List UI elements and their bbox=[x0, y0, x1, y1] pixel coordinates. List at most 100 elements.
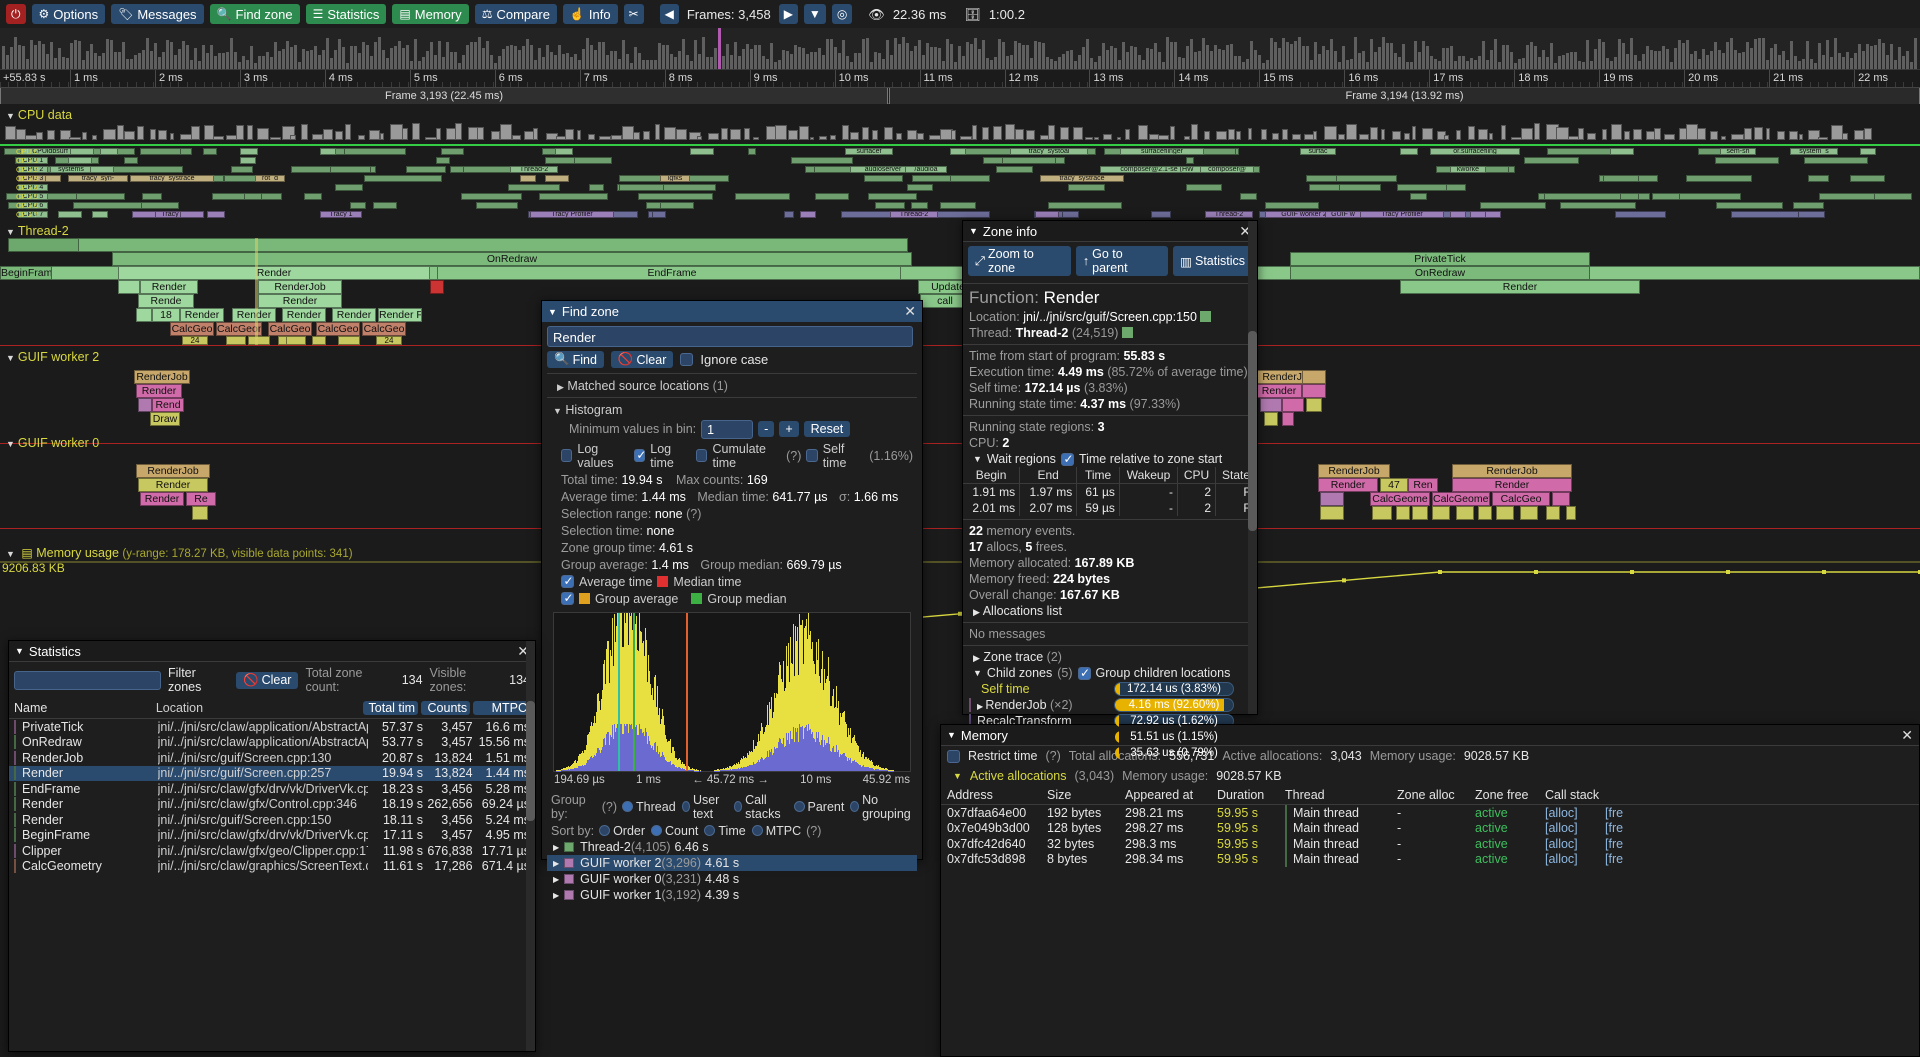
cpu-usage-bar[interactable] bbox=[896, 133, 902, 140]
cpu-segment[interactable] bbox=[867, 193, 917, 200]
frame-band[interactable]: Frame 3,193 (22.45 ms) Frame 3,194 (13.92… bbox=[0, 88, 1920, 104]
frame-bar[interactable] bbox=[322, 50, 325, 69]
frame-bar[interactable] bbox=[142, 49, 145, 69]
frame-bar[interactable] bbox=[342, 47, 345, 69]
find-zone-button[interactable]: 🔍 Find zone bbox=[209, 4, 300, 24]
frame-bar[interactable] bbox=[1718, 50, 1721, 69]
cpu-usage-bar[interactable] bbox=[798, 126, 809, 140]
frame-bar[interactable] bbox=[1242, 61, 1245, 69]
frame-bar[interactable] bbox=[1794, 55, 1797, 69]
frame-bar[interactable] bbox=[58, 47, 61, 69]
frame-bar[interactable] bbox=[918, 39, 921, 69]
cpu-usage-bar[interactable] bbox=[1754, 126, 1763, 140]
frame-bar[interactable] bbox=[302, 48, 305, 69]
frame-bar[interactable] bbox=[1894, 60, 1897, 69]
cpu-segment[interactable] bbox=[637, 193, 713, 200]
frame-bar[interactable] bbox=[1886, 54, 1889, 69]
frame-bar[interactable] bbox=[1722, 52, 1725, 69]
frame-bar[interactable] bbox=[1382, 37, 1385, 69]
frame-bar[interactable] bbox=[1866, 43, 1869, 69]
cpu-usage-bar[interactable] bbox=[809, 136, 814, 140]
frame-bar[interactable] bbox=[1190, 38, 1193, 69]
frame-bar[interactable] bbox=[654, 59, 657, 69]
frame-bar[interactable] bbox=[1762, 37, 1765, 69]
statistics-titlebar[interactable]: ▼ Statistics ✕ bbox=[9, 641, 535, 662]
timeline-zone[interactable]: CalcGeome bbox=[1370, 492, 1430, 506]
frame-bar[interactable] bbox=[1502, 44, 1505, 69]
frame-bar[interactable] bbox=[1618, 39, 1621, 69]
cpu-usage-bar[interactable] bbox=[1556, 126, 1569, 140]
frame-bar[interactable] bbox=[1622, 42, 1625, 69]
cpu-usage-bar[interactable] bbox=[236, 124, 244, 140]
cpu-segment[interactable] bbox=[1792, 202, 1825, 209]
frame-bar[interactable] bbox=[874, 52, 877, 69]
frame-bar[interactable] bbox=[1394, 53, 1397, 69]
group-by-radio-thread[interactable] bbox=[622, 801, 634, 812]
cpu-zone[interactable]: system_s bbox=[1790, 148, 1838, 155]
reset-button[interactable]: Reset bbox=[803, 421, 851, 437]
timeline-zone[interactable] bbox=[1320, 506, 1344, 520]
frame-bar[interactable] bbox=[1734, 50, 1737, 69]
timeline-zone[interactable] bbox=[1302, 384, 1326, 398]
info-button[interactable]: ☝ Info bbox=[562, 4, 618, 24]
frame-bar[interactable] bbox=[990, 59, 993, 69]
cpu-usage-bar[interactable] bbox=[1455, 129, 1461, 140]
frame-bar[interactable] bbox=[1654, 51, 1657, 69]
cpu-usage-bar[interactable] bbox=[225, 135, 237, 140]
cpu-usage-bar[interactable] bbox=[1818, 136, 1828, 140]
memory-titlebar[interactable]: ▼ Memory ✕ bbox=[941, 725, 1919, 746]
cpu-zone[interactable]: GUIF w bbox=[1325, 211, 1361, 218]
frame-bar[interactable] bbox=[1066, 50, 1069, 69]
frame-bar[interactable] bbox=[70, 42, 73, 69]
frame-bar[interactable] bbox=[262, 55, 265, 69]
timeline-zone[interactable] bbox=[1396, 506, 1410, 520]
frame-bar[interactable] bbox=[1890, 43, 1893, 69]
cpu-zone[interactable]: sem-sh bbox=[1720, 148, 1756, 155]
timeline-zone[interactable]: Render bbox=[138, 478, 208, 492]
cpu-usage-bar[interactable] bbox=[1183, 135, 1191, 140]
child-zone-row[interactable]: Self time 172.14 us (3.83%) bbox=[963, 681, 1257, 697]
active-allocations-section[interactable]: ▼ Active allocations (3,043) Memory usag… bbox=[953, 769, 1282, 783]
frame-bar[interactable] bbox=[250, 45, 253, 69]
cpu-usage-bar[interactable] bbox=[1664, 134, 1676, 140]
cpu-zone[interactable]: lgfks bbox=[660, 175, 690, 182]
frame-bar[interactable] bbox=[1534, 46, 1537, 69]
frame-bar[interactable] bbox=[1498, 61, 1501, 69]
frame-bar[interactable] bbox=[1134, 46, 1137, 69]
timeline-zone-render[interactable]: Render bbox=[118, 266, 430, 280]
frame-bar[interactable] bbox=[1014, 40, 1017, 69]
frame-bar[interactable] bbox=[118, 51, 121, 69]
frame-bar[interactable] bbox=[1842, 57, 1845, 69]
frame-bar[interactable] bbox=[962, 55, 965, 69]
frame-bar[interactable] bbox=[642, 60, 645, 69]
cpu-usage-bar[interactable] bbox=[1203, 131, 1210, 140]
timeline-zone[interactable]: Render bbox=[140, 280, 198, 294]
cpu-usage-bar[interactable] bbox=[1854, 129, 1865, 140]
frame-bar[interactable] bbox=[354, 46, 357, 69]
col-header-duration[interactable]: Duration bbox=[1217, 788, 1265, 802]
cpu-usage-bar[interactable] bbox=[1170, 125, 1176, 140]
frame-bar[interactable] bbox=[1858, 44, 1861, 69]
frame-bar[interactable] bbox=[866, 37, 869, 69]
cpu-usage-bar[interactable] bbox=[1788, 130, 1799, 140]
cpu-usage-bar[interactable] bbox=[36, 131, 44, 140]
zone-info-titlebar[interactable]: ▼ Zone info ✕ bbox=[963, 221, 1257, 242]
frame-bar[interactable] bbox=[1562, 54, 1565, 69]
frame-bar[interactable] bbox=[646, 59, 649, 69]
frame-bar[interactable] bbox=[1370, 38, 1373, 69]
cpu-zone[interactable]: Thread-2 bbox=[890, 211, 938, 218]
frame-bar[interactable] bbox=[1442, 47, 1445, 69]
frame-bar[interactable] bbox=[370, 55, 373, 69]
cpu-usage-bar[interactable] bbox=[1227, 129, 1236, 140]
cpu-segment[interactable] bbox=[1308, 184, 1340, 191]
table-row[interactable]: EndFrame jni/../jni/src/claw/gfx/drv/vk/D… bbox=[9, 781, 535, 797]
frame-bar[interactable] bbox=[702, 37, 705, 69]
frame-bar[interactable] bbox=[1034, 41, 1037, 69]
table-row[interactable]: BeginFrame jni/../jni/src/claw/gfx/drv/vk… bbox=[9, 828, 535, 844]
frame-bar[interactable] bbox=[194, 47, 197, 69]
frame-bar[interactable] bbox=[1670, 62, 1673, 69]
cpu-zone[interactable] bbox=[240, 157, 256, 164]
frame-bar[interactable] bbox=[842, 39, 845, 69]
frame-bar[interactable] bbox=[554, 54, 557, 69]
frame-bar[interactable] bbox=[1418, 52, 1421, 69]
